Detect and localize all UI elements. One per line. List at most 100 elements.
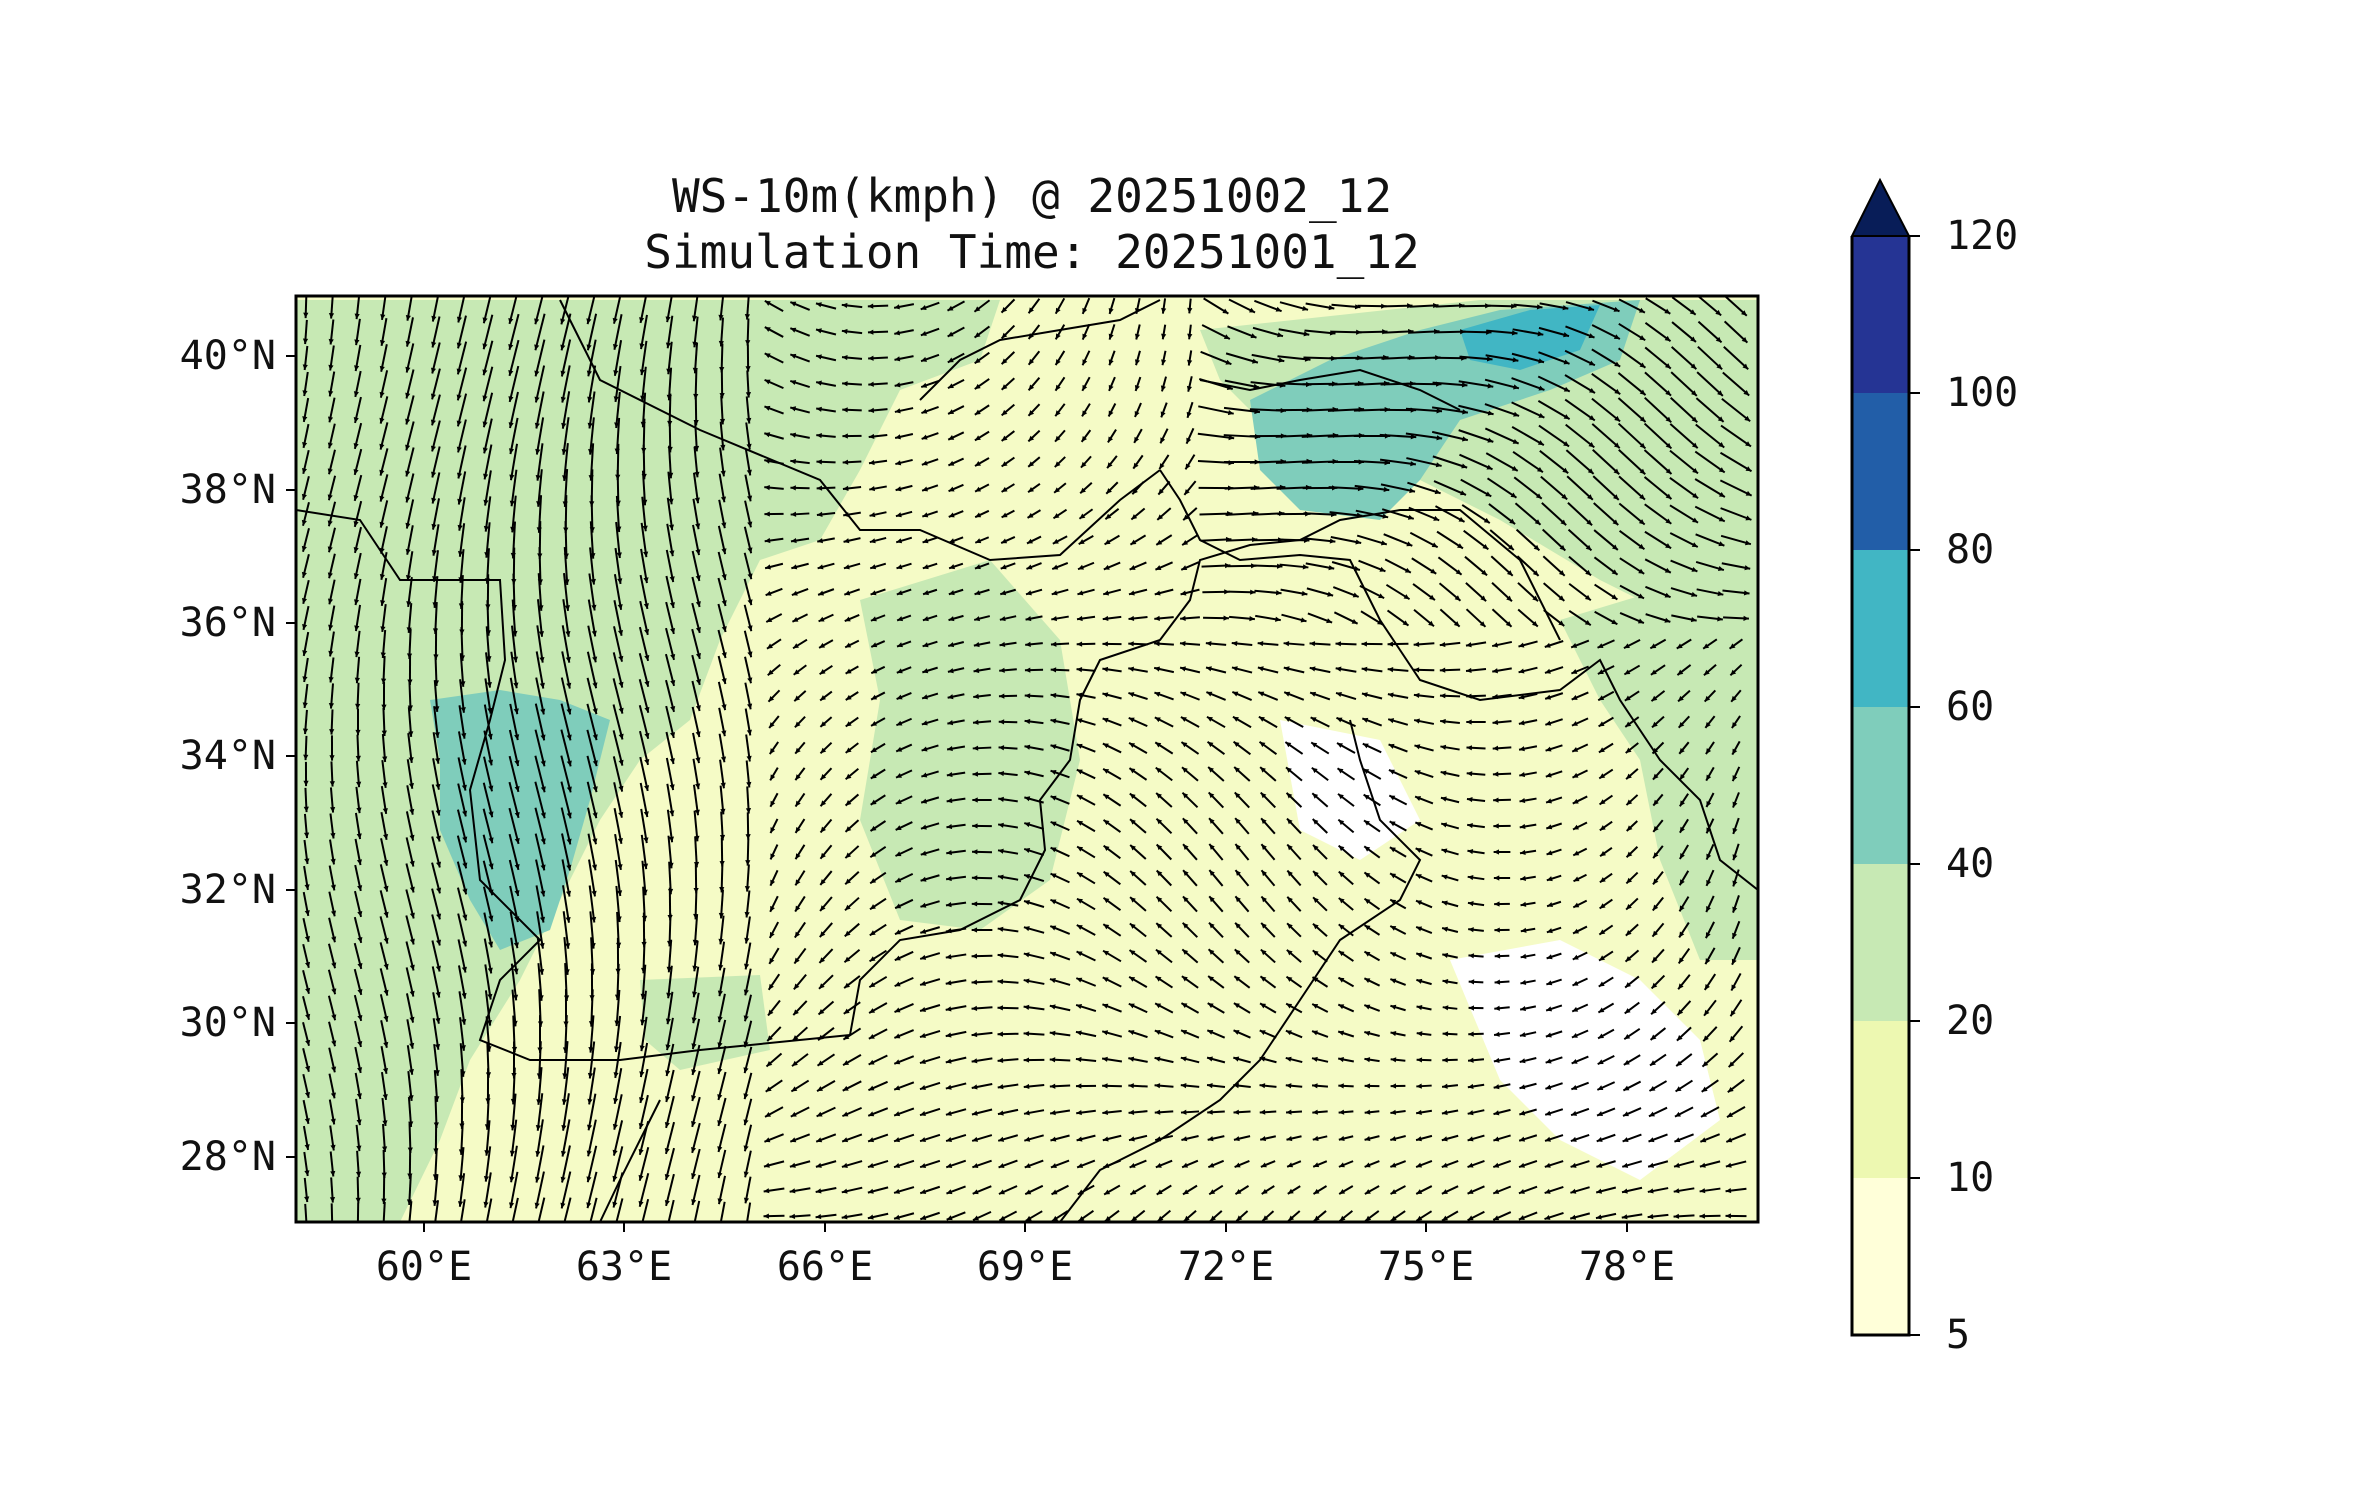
wind-vector-arrow [1000,351,1016,365]
wind-vector-arrow [974,588,990,596]
wind-vector-arrow [407,1071,414,1101]
wind-vector-arrow [381,707,387,737]
wind-vector-arrow [354,1020,363,1048]
wind-vector-arrow [588,1015,595,1053]
wind-vector-arrow [1623,1028,1641,1040]
wind-vector-arrow [535,1093,544,1131]
wind-vector-arrow [1081,376,1091,392]
wind-vector-arrow [534,833,546,871]
wind-vector-arrow [1363,819,1381,833]
wind-vector-arrow [1234,948,1250,964]
wind-vector-arrow [560,339,572,377]
wind-vector-arrow [612,1146,624,1182]
wind-vector-arrow [405,941,415,971]
wind-vector-arrow [1492,1211,1512,1221]
wind-vector-arrow [973,615,991,622]
wind-vector-arrow [1728,1052,1744,1068]
wind-vector-arrow [379,942,389,970]
wind-vector-arrow [868,381,888,387]
wind-vector-arrow [1313,1210,1327,1222]
wind-vector-arrow [1024,1159,1044,1169]
wind-vector-arrow [718,941,726,971]
wind-vector-arrow [1128,615,1148,622]
wind-vector-arrow [1180,588,1200,596]
wind-vector-arrow [665,549,675,583]
wind-vector-arrow [1182,895,1198,913]
wind-vector-arrow [842,433,862,439]
wind-vector-arrow [819,716,833,728]
wind-vector-arrow [1337,976,1355,988]
wind-vector-arrow [744,916,751,944]
wind-vector-arrow [1335,691,1357,701]
wind-vector-arrow [459,653,466,687]
wind-vector-arrow [1705,843,1715,861]
wind-vector-arrow [1619,612,1645,624]
wind-vector-arrow [718,499,727,529]
wind-vector-arrow [1544,1134,1564,1142]
wind-vector-arrow [946,771,966,778]
wind-vector-arrow [639,730,650,766]
wind-vector-arrow [1312,1160,1328,1168]
wind-vector-arrow [1049,1109,1071,1116]
lon-label: 72°E [1177,1244,1275,1290]
wind-vector-arrow [998,1210,1018,1222]
wind-vector-arrow [587,807,598,845]
wind-vector-arrow [1023,1109,1045,1116]
wind-vector-arrow [1564,349,1596,367]
wind-vector-arrow [380,812,389,840]
wind-vector-arrow [1027,456,1041,468]
wind-vector-arrow [792,638,808,650]
wind-vector-arrow [329,839,336,865]
wind-vector-arrow [1208,869,1224,887]
wind-vector-arrow [1598,742,1614,754]
wind-vector-arrow [1076,845,1096,859]
wind-vector-arrow [1311,1056,1329,1063]
wind-vector-arrow [1361,641,1383,647]
wind-vector-arrow [971,849,993,855]
colorbar-bin-5-10 [1852,1178,1909,1335]
wind-vector-arrow [353,422,363,450]
wind-vector-arrow [868,1054,888,1066]
wind-vector-arrow [329,1151,336,1177]
wind-vector-arrow [1390,1210,1406,1222]
wind-vector-arrow [303,787,309,813]
wind-vector-arrow [1206,1083,1226,1089]
colorbar-outline [1850,236,1911,1337]
wind-vector-arrow [1180,1109,1200,1115]
wind-vector-arrow [354,812,362,840]
wind-vector-arrow [1492,1160,1512,1168]
wind-vector-arrow [666,783,675,817]
wind-vector-arrow [919,1159,941,1169]
wind-vector-arrow [1285,1109,1303,1115]
wind-vector-arrow [769,895,779,913]
wind-vector-arrow [1001,403,1015,417]
wind-vector-arrow [1076,1109,1096,1116]
wind-vector-arrow [588,859,597,897]
wind-vector-arrow [1652,871,1664,885]
wind-vector-arrow [1441,1134,1459,1142]
wind-vector-arrow [1544,1108,1564,1116]
wind-vector-arrow [588,885,597,923]
wind-vector-arrow [353,890,363,918]
wind-vector-arrow [1542,528,1566,552]
wind-vector-arrow [665,705,676,739]
wind-vector-arrow [1671,321,1697,343]
wind-vector-arrow [484,990,493,1026]
wind-vector-arrow [743,578,753,606]
wind-vector-arrow [1671,614,1697,623]
wind-vector-arrow [1572,795,1588,805]
colorbar-label: 80 [1946,527,1995,573]
wind-vector-arrow [1181,791,1199,809]
wind-vector-arrow [560,755,572,793]
wind-vector-arrow [1647,1213,1669,1220]
wind-vector-arrow [355,786,362,814]
wind-vector-arrow [562,1041,569,1079]
wind-vector-arrow [1674,1106,1694,1118]
wind-vector-arrow [816,485,836,491]
wind-vector-arrow [1465,608,1487,628]
wind-vector-arrow [1625,768,1639,780]
wind-vector-arrow [1650,664,1666,676]
wind-vector-arrow [896,614,912,622]
wind-vector-arrow [1461,504,1491,524]
wind-vector-arrow [431,524,440,556]
